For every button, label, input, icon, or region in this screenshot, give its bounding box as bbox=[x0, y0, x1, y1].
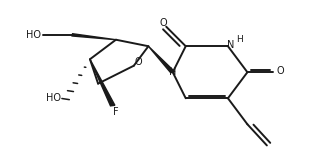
Text: H: H bbox=[236, 35, 243, 44]
Text: N: N bbox=[169, 67, 176, 77]
Polygon shape bbox=[72, 34, 116, 40]
Text: O: O bbox=[134, 57, 142, 67]
Text: N: N bbox=[227, 40, 234, 50]
Text: HO: HO bbox=[46, 93, 61, 103]
Text: HO: HO bbox=[26, 30, 41, 40]
Text: F: F bbox=[113, 107, 119, 117]
Text: O: O bbox=[159, 19, 167, 29]
Polygon shape bbox=[90, 59, 115, 106]
Text: O: O bbox=[277, 66, 284, 76]
Polygon shape bbox=[148, 46, 175, 73]
